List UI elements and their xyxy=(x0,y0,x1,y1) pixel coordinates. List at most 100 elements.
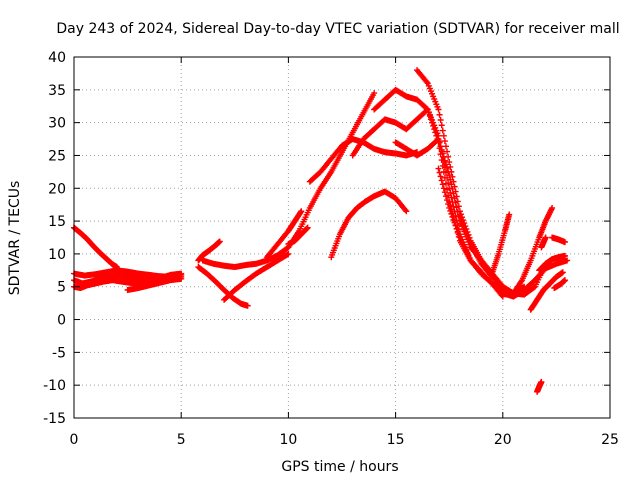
grid-lines xyxy=(74,57,610,418)
y-tick-label: -5 xyxy=(52,345,66,361)
data-point xyxy=(542,234,549,241)
series-track-11 xyxy=(285,224,311,248)
series-track-9 xyxy=(221,250,292,303)
data-point xyxy=(429,119,436,126)
data-point xyxy=(450,178,457,185)
data-point xyxy=(459,217,466,224)
data-point xyxy=(561,252,568,259)
series-track-21 xyxy=(510,204,556,297)
data-point xyxy=(447,163,454,170)
y-tick-label: 40 xyxy=(48,50,66,66)
data-point xyxy=(403,208,410,215)
axis-ticks: 0 5 10 15 20 25 40 35 30 25 20 15 10 5 0 -5 -10 -15 xyxy=(43,50,619,448)
data-point xyxy=(285,250,292,257)
data-point xyxy=(425,109,432,116)
data-point xyxy=(441,189,448,196)
data-point xyxy=(442,193,449,200)
data-point xyxy=(466,238,473,245)
data-point xyxy=(430,122,437,129)
data-point xyxy=(439,127,446,134)
data-point xyxy=(452,188,459,195)
data-point xyxy=(448,210,455,217)
data-point xyxy=(506,211,513,218)
data-point xyxy=(564,257,571,264)
data-point xyxy=(438,146,445,153)
data-point xyxy=(427,116,434,123)
data-point xyxy=(435,136,442,143)
data-point xyxy=(453,225,460,232)
series-track-10 xyxy=(263,208,305,261)
y-tick-label: 5 xyxy=(57,280,66,296)
x-tick-label: 15 xyxy=(387,432,405,448)
data-point xyxy=(442,143,449,150)
y-tick-label: 0 xyxy=(57,313,66,329)
series-track-20 xyxy=(489,211,513,277)
data-point xyxy=(438,177,445,184)
data-point xyxy=(442,161,449,168)
data-point xyxy=(446,172,453,179)
data-point xyxy=(244,302,251,309)
series-track-5 xyxy=(124,275,185,294)
series-track-17 xyxy=(414,67,506,290)
series-track-12 xyxy=(306,136,421,185)
data-point xyxy=(216,238,223,245)
y-tick-label: 20 xyxy=(48,181,66,197)
data-point xyxy=(460,220,467,227)
data-point xyxy=(440,132,447,139)
data-point xyxy=(423,105,430,112)
data-point xyxy=(433,132,440,139)
data-point xyxy=(464,232,471,239)
data-point xyxy=(454,228,461,235)
x-axis-label: GPS time / hours xyxy=(281,459,398,475)
data-point xyxy=(549,204,556,211)
data-point xyxy=(441,174,448,181)
series-track-13 xyxy=(328,188,410,261)
data-point xyxy=(444,197,451,204)
series-track-26 xyxy=(534,378,545,395)
x-tick-label: 0 xyxy=(70,432,79,448)
y-tick-label: -15 xyxy=(43,411,66,427)
chart-title: Day 243 of 2024, Sidereal Day-to-day VTE… xyxy=(56,21,619,37)
y-tick-label: 25 xyxy=(48,148,66,164)
data-point xyxy=(450,216,457,223)
data-point xyxy=(454,198,461,205)
data-point xyxy=(437,173,444,180)
data-point xyxy=(456,211,463,218)
data-point xyxy=(441,138,448,145)
data-point xyxy=(463,229,470,236)
series-track-24 xyxy=(549,234,568,246)
data-point xyxy=(449,213,456,220)
data-point xyxy=(431,126,438,133)
data-point xyxy=(455,203,462,210)
data-point xyxy=(451,183,458,190)
data-point xyxy=(426,113,433,120)
data-point xyxy=(178,275,185,282)
data-point xyxy=(435,165,442,172)
y-axis-label: SDTVAR / TECUs xyxy=(7,181,23,296)
data-point xyxy=(453,193,460,200)
data-point xyxy=(441,157,448,164)
x-tick-label: 5 xyxy=(177,432,186,448)
data-point xyxy=(437,143,444,150)
data-point xyxy=(461,223,468,230)
data-point xyxy=(530,284,537,291)
data-point xyxy=(559,269,566,276)
series-track-18 xyxy=(435,165,571,300)
data-point xyxy=(435,106,442,113)
series-track-4 xyxy=(71,267,185,280)
data-point xyxy=(561,277,568,284)
series-track-25 xyxy=(551,277,568,292)
series-track-23 xyxy=(536,252,568,274)
data-point xyxy=(448,168,455,175)
x-tick-label: 20 xyxy=(494,432,512,448)
data-point xyxy=(538,378,545,385)
series-track-22 xyxy=(527,269,566,313)
series-track-8 xyxy=(195,238,223,264)
data-point xyxy=(304,224,311,231)
data-point xyxy=(439,150,446,157)
y-tick-label: 35 xyxy=(48,83,66,99)
data-marks xyxy=(71,67,571,395)
data-point xyxy=(465,235,472,242)
data-point xyxy=(455,231,462,238)
data-point xyxy=(424,106,431,113)
